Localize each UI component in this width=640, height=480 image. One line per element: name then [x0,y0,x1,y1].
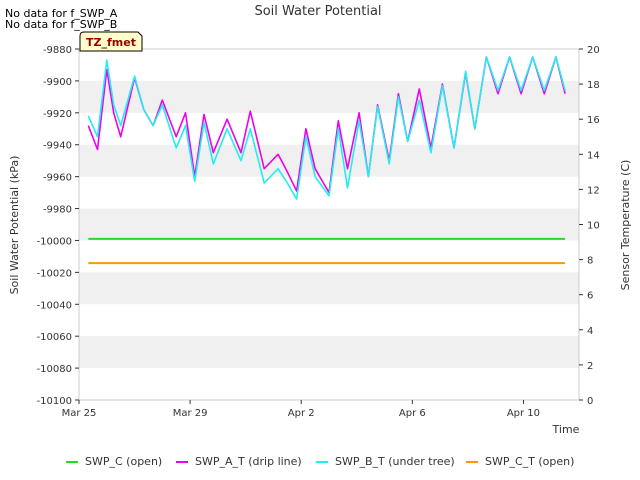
y-tick-label: -9920 [43,109,72,120]
x-axis-label: Time [552,423,580,436]
grid-band [79,272,579,305]
series-line-swp-b-t [87,56,566,200]
x-tick-label: Mar 25 [62,408,97,419]
y2-tick-label: 0 [587,396,593,407]
y-tick-label: -9900 [43,77,72,88]
x-tick-label: Apr 6 [399,408,426,419]
y-axis-left: -9880 -9900 -9920 -9940 -9960 -9980 -10000 -100… [37,45,79,407]
chart-title: Soil Water Potential [254,4,381,19]
y-tick-label: -9880 [43,45,72,56]
y2-tick-label: 18 [587,80,600,91]
no-data-message-b: No data for f_SWP_B [5,18,118,31]
y2-tick-label: 4 [587,326,593,337]
tz-badge: TZ_fmet [79,31,143,52]
grid-band [79,336,579,369]
y-tick-label: -10100 [37,396,72,407]
y2-tick-label: 12 [587,185,600,196]
x-axis: Mar 25 Mar 29 Apr 2 Apr 6 Apr 10 [62,400,540,419]
legend-entry: SWP_B_T (under tree) [335,455,455,468]
x-tick-label: Apr 10 [507,408,540,419]
y-tick-label: -10080 [37,364,72,375]
badge-label: TZ_fmet [86,36,136,49]
grid-band [79,144,579,177]
y-tick-label: -9980 [43,205,72,216]
grid-bands [79,80,579,369]
y-axis-right: 0 2 4 6 8 10 12 14 16 18 20 [579,45,600,407]
y-tick-label: -10040 [37,300,72,311]
y-axis-label: Soil Water Potential (kPa) [8,156,21,295]
no-data-message-a: No data for f_SWP_A [5,7,118,20]
y2-tick-label: 8 [587,256,593,267]
y-tick-label: -9940 [43,141,72,152]
x-tick-label: Mar 29 [173,408,208,419]
badge-background [79,31,143,52]
y2-axis-label: Sensor Temperature (C) [619,160,632,291]
series-lines [87,56,566,265]
legend: SWP_C (open) SWP_A_T (drip line) SWP_B_T (… [66,455,574,468]
y2-tick-label: 2 [587,361,593,372]
grid-band [79,80,579,113]
y2-tick-label: 6 [587,291,593,302]
y-tick-label: -10000 [37,236,72,247]
y2-tick-label: 14 [587,150,600,161]
y-tick-label: -10060 [37,332,72,343]
legend-entry: SWP_A_T (drip line) [195,455,302,468]
y-tick-label: -10020 [37,268,72,279]
y2-tick-label: 20 [587,45,600,56]
grid-band [79,208,579,241]
y-tick-label: -9960 [43,173,72,184]
legend-entry: SWP_C_T (open) [485,455,574,468]
y2-tick-label: 10 [587,221,600,232]
legend-entry: SWP_C (open) [85,455,162,468]
y2-tick-label: 16 [587,115,600,126]
x-tick-label: Apr 2 [288,408,315,419]
